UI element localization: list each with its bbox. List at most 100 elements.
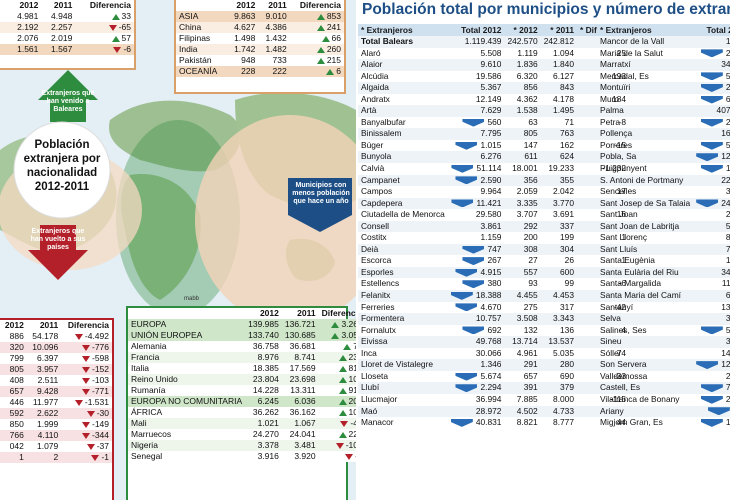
value-2012: 799 <box>9 353 24 363</box>
municipality-label: Formentera <box>361 313 405 324</box>
foreigners-2012: 4.455 <box>504 290 541 302</box>
total-value: 692 <box>487 324 502 335</box>
col-header: 2012 <box>19 0 39 10</box>
country-cell: Marruecos <box>131 429 172 439</box>
table-row: Mercadal, Es5.3961.4 <box>597 71 730 83</box>
difference-cell: 241 <box>290 22 344 33</box>
difference-cell: -6 <box>618 278 627 289</box>
table-row: Alemania 36.758 36.681 77 <box>128 341 356 352</box>
value-2011: 2.511 <box>37 375 59 385</box>
total-2012: 3.763 <box>693 336 730 348</box>
municipality-name: Costitx <box>358 232 448 244</box>
total-2012: 11.922 <box>693 278 730 290</box>
value-2012: 446 <box>9 397 24 407</box>
col-header: 2011 <box>39 320 59 330</box>
municipality-label: Total Balears <box>361 36 413 46</box>
value-2012: 766 <box>9 430 24 440</box>
arrow-up-icon <box>316 57 325 64</box>
arrow-up-icon <box>331 321 340 328</box>
total-2012: 267 <box>448 255 505 267</box>
arrow-up-icon <box>326 68 335 75</box>
decline-marker-icon <box>700 418 723 427</box>
table-row: Ariany8869 <box>597 405 730 418</box>
table-row: Estellencs 380 93 99 -6 <box>358 278 629 290</box>
municipality-name: Santa Eugènia <box>600 255 655 266</box>
decline-marker-icon <box>700 49 723 58</box>
total-2012: 34.946 <box>693 266 730 279</box>
table-row: Ciutadella de Menorca 29.580 3.707 3.691 16 <box>358 209 629 221</box>
difference-value: -46 <box>350 418 356 428</box>
value-2012: 1.742 <box>234 44 256 54</box>
table-row: Calvià 51.114 18.001 19.233 -1.232 <box>358 163 629 175</box>
total-2012: 19.586 <box>448 71 505 83</box>
table-row: Costitx 1.159 200 199 1 <box>358 232 629 244</box>
difference-cell: 44 <box>616 417 627 428</box>
difference-cell: 33 <box>75 11 134 22</box>
municipality-label: Consell <box>361 220 389 231</box>
col-header: * Extranjeros <box>597 24 694 36</box>
total-2012: 1.015 <box>448 140 505 152</box>
decline-marker-icon <box>455 303 478 312</box>
total-2012: 1.119.439 <box>447 36 505 48</box>
difference-value: -1.531 <box>84 397 109 407</box>
decline-marker-icon <box>455 141 478 150</box>
value-2012: 1.498 <box>234 33 256 43</box>
total-2012: 1.702 <box>693 255 730 267</box>
value-2012: 850 <box>9 419 24 429</box>
value-2012: 2.076 <box>17 33 39 43</box>
decline-marker-icon <box>707 407 730 416</box>
total-2012: 3.798 <box>693 313 730 325</box>
arrow-up-icon <box>338 431 347 438</box>
total-2012: 2.855 <box>693 82 730 94</box>
municipality-name: Sant Lluís <box>597 243 694 256</box>
country-cell: EUROPA <box>131 319 167 329</box>
total-value: 34.946 <box>721 266 730 277</box>
value-2012: 8.976 <box>257 352 279 362</box>
foreigners-2011: 71 <box>564 116 574 127</box>
credit: mabb <box>184 296 200 302</box>
value-2012: 36.758 <box>252 341 279 351</box>
total-2012: 16.191 <box>693 128 730 140</box>
table-row: India 1.742 1.482 260 <box>176 44 344 55</box>
arrow-down-icon <box>340 420 349 427</box>
difference-cell: -1.232 <box>602 163 627 174</box>
foreigners-2011: 379 <box>540 382 577 394</box>
table-row: 2.076 2.019 57 <box>0 33 134 44</box>
table-row: Deià7473083044 <box>358 243 630 256</box>
difference-cell: -771 <box>61 386 112 397</box>
total-2012: 747 <box>447 243 505 256</box>
difference-cell: -4 <box>618 324 627 335</box>
total-2012: 407.648 <box>693 105 730 117</box>
total-value: 5.674 <box>480 370 502 381</box>
value-2011: 3.920 <box>294 451 316 461</box>
municipality-label: Lloret de Vistalegre <box>361 359 434 370</box>
total-2012: 5.486 <box>693 140 730 152</box>
foreigners-2011: 3.770 <box>540 197 577 210</box>
arrow-up-icon <box>111 13 120 20</box>
municipality-name: Campanet <box>358 174 448 187</box>
value-2012: 805 <box>9 364 24 374</box>
total-2012: 1.330 <box>693 36 730 48</box>
country-cell: ÁFRICA <box>131 407 163 417</box>
table-row: EUROPA NO COMUNITARIA 6.245 6.036 209 <box>128 396 356 407</box>
top-left-table-box: 2012 2011 Diferencia 4.981 4.948 33 2.192 2.25… <box>0 0 136 70</box>
value-2011: 4.110 <box>37 430 59 440</box>
value-2012: 2.192 <box>17 22 39 32</box>
decline-marker-icon <box>451 199 474 208</box>
foreigners-2012: 557 <box>504 266 541 279</box>
value-2011: 9.428 <box>36 386 59 396</box>
total-value: 1.119.439 <box>464 36 502 46</box>
total-value: 7.449 <box>725 243 730 254</box>
total-2012: 36.994 <box>448 394 505 406</box>
municipality-name: Sineu <box>597 336 694 348</box>
municipality-name: Esporles <box>358 266 448 279</box>
total-value: 2.908 <box>725 116 730 127</box>
municipality-name: Fornalutx <box>358 325 448 337</box>
value-2012: 228 <box>241 66 256 76</box>
foreigners-2011: 199 <box>560 232 574 243</box>
